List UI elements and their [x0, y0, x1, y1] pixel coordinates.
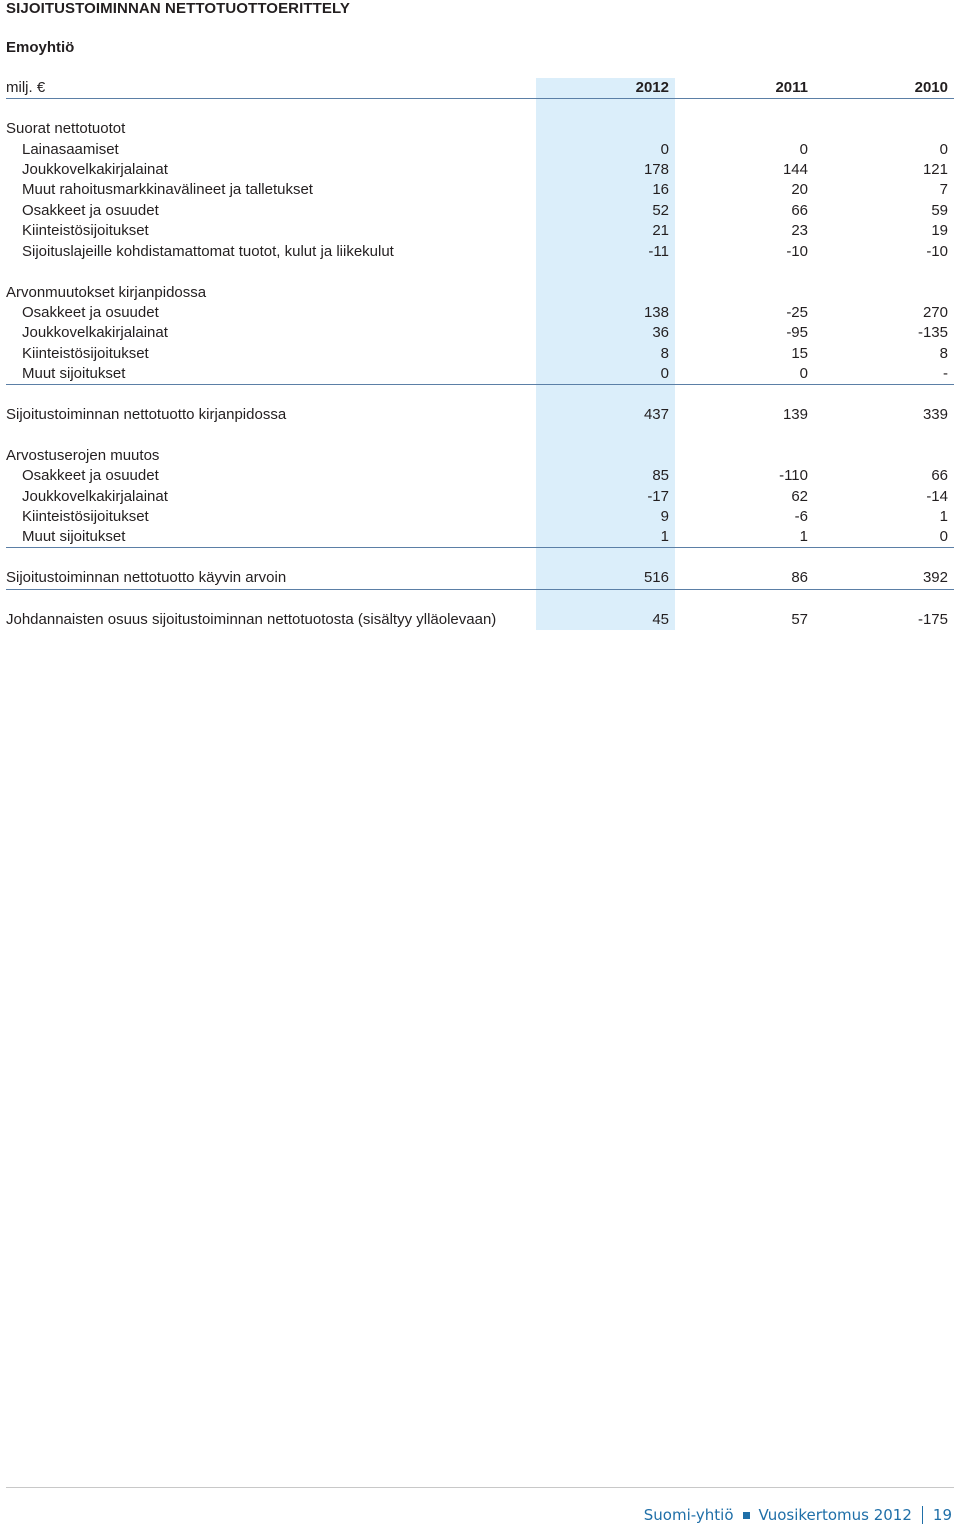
- square-bullet-icon: [742, 1511, 750, 1519]
- section-heading: Suorat nettotuotot: [6, 120, 126, 137]
- page-title: SIJOITUSTOIMINNAN NETTOTUOTTOERITTELY: [6, 0, 351, 17]
- footer-company: Suomi-yhtiö: [643, 1506, 734, 1524]
- table-row: Kiinteistösijoitukset 8 15 8: [22, 345, 948, 362]
- table-row: Lainasaamiset 0 0 0: [22, 141, 948, 158]
- table-row: Osakkeet ja osuudet 138 -25 270: [22, 304, 948, 321]
- unit-label: milj. €: [6, 79, 46, 96]
- total-row: Sijoitustoiminnan nettotuotto käyvin arv…: [6, 569, 948, 586]
- table-row: Joukkovelkakirjalainat 178 144 121: [22, 161, 948, 178]
- page-footer: Suomi-yhtiö Vuosikertomus 2012 19: [644, 1504, 952, 1526]
- section-rule: [6, 589, 954, 590]
- table-row: Kiinteistösijoitukset 9 -6 1: [22, 508, 948, 525]
- page-number: 19: [932, 1506, 952, 1524]
- table-row: Osakkeet ja osuudet 85 -110 66: [22, 467, 948, 484]
- section-heading: Arvonmuutokset kirjanpidossa: [6, 284, 207, 301]
- footer-rule: [6, 1487, 954, 1488]
- footer-separator: [921, 1506, 923, 1524]
- section-heading: Arvostuserojen muutos: [6, 447, 160, 464]
- page-subtitle: Emoyhtiö: [6, 39, 75, 56]
- section-rule: [6, 384, 954, 385]
- table-row: Sijoituslajeille kohdistamattomat tuotot…: [22, 243, 948, 260]
- highlight-column-2012: [536, 78, 675, 630]
- header-rule: [6, 98, 954, 99]
- table-row: Muut sijoitukset 0 0 -: [22, 365, 948, 382]
- table-row: Muut sijoitukset 1 1 0: [22, 528, 948, 545]
- total-row: Sijoitustoiminnan nettotuotto kirjanpido…: [6, 406, 948, 423]
- table-row: Joukkovelkakirjalainat -17 62 -14: [22, 488, 948, 505]
- table-row: Muut rahoitusmarkkinavälineet ja talletu…: [22, 181, 948, 198]
- table-row: Joukkovelkakirjalainat 36 -95 -135: [22, 324, 948, 341]
- derivatives-row: Johdannaisten osuus sijoitustoiminnan ne…: [6, 611, 948, 628]
- table-row: Osakkeet ja osuudet 52 66 59: [22, 202, 948, 219]
- header-2010: 2010: [914, 79, 948, 96]
- table-row: Kiinteistösijoitukset 21 23 19: [22, 222, 948, 239]
- footer-report: Vuosikertomus 2012: [758, 1506, 912, 1524]
- table-header-row: milj. € 2012 2011 2010: [0, 78, 960, 98]
- section-rule: [6, 547, 954, 548]
- header-2012: 2012: [635, 79, 669, 96]
- header-2011: 2011: [775, 79, 808, 96]
